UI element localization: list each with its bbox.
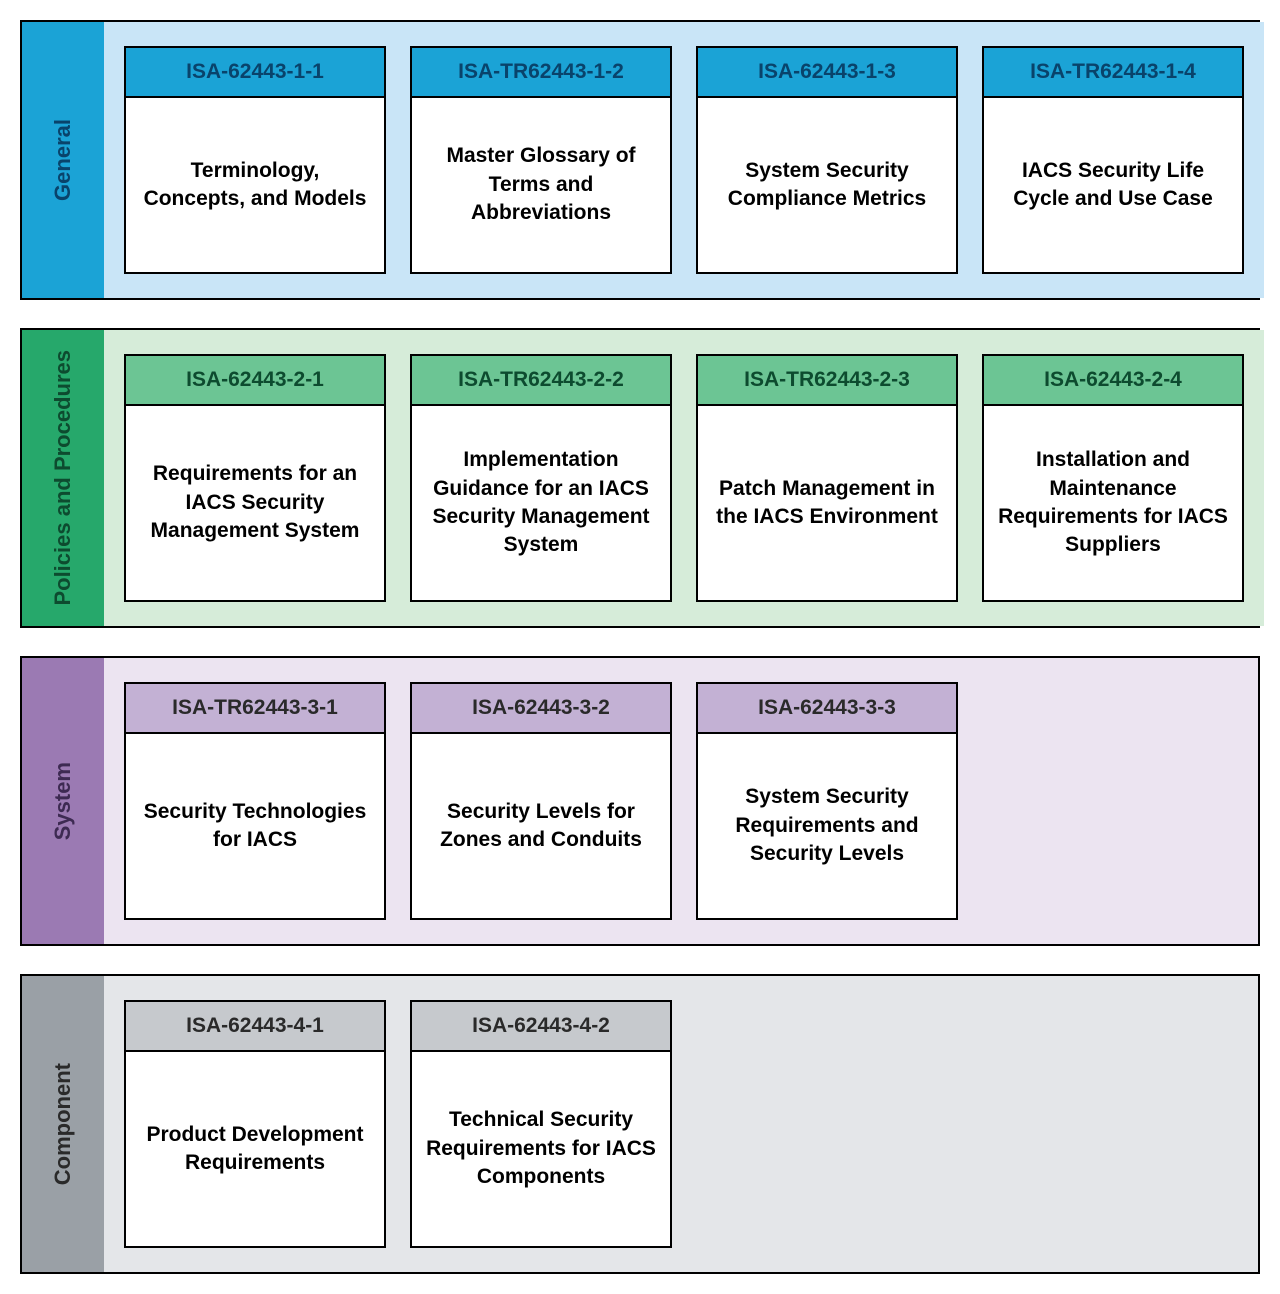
isa-62443-diagram: General ISA-62443-1-1Terminology, Concept…	[20, 20, 1260, 1274]
diagram-row: Component ISA-62443-4-1Product Developmen…	[20, 974, 1260, 1274]
card-title: Requirements for an IACS Security Manage…	[126, 406, 384, 600]
row-label-text: General	[50, 119, 76, 201]
standard-card: ISA-62443-4-1Product Development Require…	[124, 1000, 386, 1248]
diagram-row: General ISA-62443-1-1Terminology, Concept…	[20, 20, 1260, 300]
card-code: ISA-62443-1-3	[698, 48, 956, 98]
card-code: ISA-62443-2-1	[126, 356, 384, 406]
diagram-row: Policies and Procedures ISA-62443-2-1Requ…	[20, 328, 1260, 628]
standard-card: ISA-62443-4-2Technical Security Requirem…	[410, 1000, 672, 1248]
row-label: General	[22, 22, 104, 298]
card-title: Terminology, Concepts, and Models	[126, 98, 384, 272]
row-label-text: Policies and Procedures	[50, 350, 76, 606]
card-code: ISA-62443-4-1	[126, 1002, 384, 1052]
card-code: ISA-62443-4-2	[412, 1002, 670, 1052]
standard-card: ISA-62443-3-3System Security Requirement…	[696, 682, 958, 920]
card-code: ISA-TR62443-2-2	[412, 356, 670, 406]
standard-card: ISA-62443-2-4Installation and Maintenanc…	[982, 354, 1244, 602]
standard-card: ISA-TR62443-2-2Implementation Guidance f…	[410, 354, 672, 602]
row-label: Component	[22, 976, 104, 1272]
card-title: Security Levels for Zones and Conduits	[412, 734, 670, 918]
card-code: ISA-TR62443-3-1	[126, 684, 384, 734]
row-content: ISA-62443-2-1Requirements for an IACS Se…	[104, 330, 1264, 626]
row-content: ISA-62443-1-1Terminology, Concepts, and …	[104, 22, 1264, 298]
card-title: Installation and Maintenance Requirement…	[984, 406, 1242, 600]
card-title: IACS Security Life Cycle and Use Case	[984, 98, 1242, 272]
card-code: ISA-62443-2-4	[984, 356, 1242, 406]
card-code: ISA-62443-1-1	[126, 48, 384, 98]
standard-card: ISA-62443-2-1Requirements for an IACS Se…	[124, 354, 386, 602]
row-label-text: System	[50, 762, 76, 840]
card-code: ISA-TR62443-1-4	[984, 48, 1242, 98]
card-code: ISA-62443-3-3	[698, 684, 956, 734]
standard-card: ISA-62443-3-2Security Levels for Zones a…	[410, 682, 672, 920]
row-content: ISA-TR62443-3-1Security Technologies for…	[104, 658, 1258, 944]
card-code: ISA-TR62443-1-2	[412, 48, 670, 98]
card-title: Patch Management in the IACS Environment	[698, 406, 956, 600]
card-title: System Security Compliance Metrics	[698, 98, 956, 272]
diagram-row: System ISA-TR62443-3-1Security Technologi…	[20, 656, 1260, 946]
card-title: Master Glossary of Terms and Abbreviatio…	[412, 98, 670, 272]
card-title: Technical Security Requirements for IACS…	[412, 1052, 670, 1246]
card-code: ISA-TR62443-2-3	[698, 356, 956, 406]
card-title: Implementation Guidance for an IACS Secu…	[412, 406, 670, 600]
standard-card: ISA-TR62443-1-4IACS Security Life Cycle …	[982, 46, 1244, 274]
standard-card: ISA-TR62443-2-3Patch Management in the I…	[696, 354, 958, 602]
row-label: Policies and Procedures	[22, 330, 104, 626]
standard-card: ISA-TR62443-1-2Master Glossary of Terms …	[410, 46, 672, 274]
row-label: System	[22, 658, 104, 944]
card-title: Security Technologies for IACS	[126, 734, 384, 918]
card-title: Product Development Requirements	[126, 1052, 384, 1246]
standard-card: ISA-62443-1-3System Security Compliance …	[696, 46, 958, 274]
card-title: System Security Requirements and Securit…	[698, 734, 956, 918]
standard-card: ISA-TR62443-3-1Security Technologies for…	[124, 682, 386, 920]
row-content: ISA-62443-4-1Product Development Require…	[104, 976, 1258, 1272]
card-code: ISA-62443-3-2	[412, 684, 670, 734]
standard-card: ISA-62443-1-1Terminology, Concepts, and …	[124, 46, 386, 274]
row-label-text: Component	[50, 1063, 76, 1185]
